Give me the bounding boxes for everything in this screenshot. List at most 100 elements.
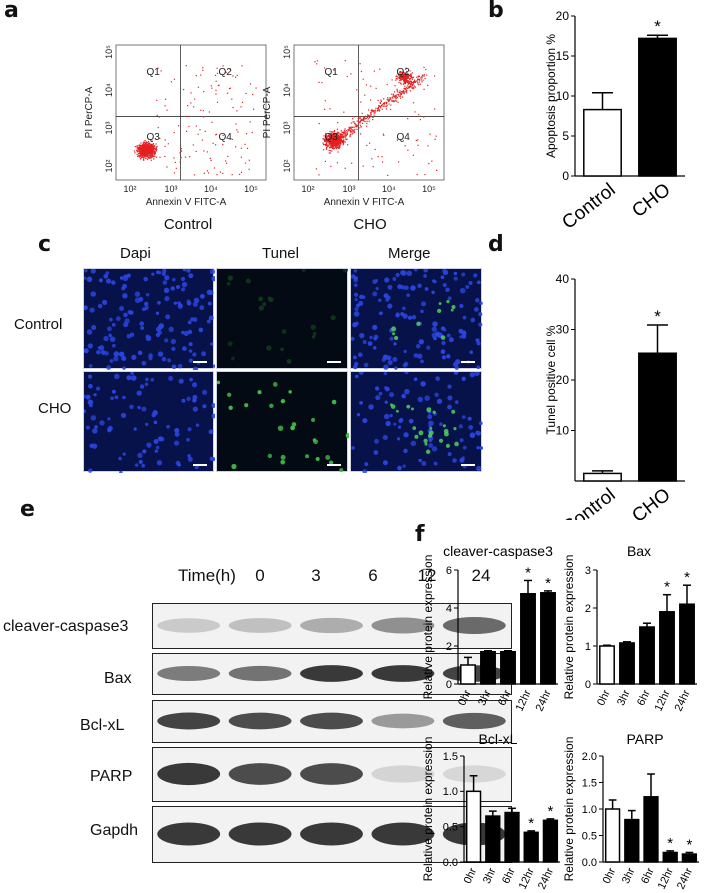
- category-label: 12hr: [517, 866, 537, 891]
- y-tick-label: 10: [556, 424, 570, 438]
- bar-3hr: [485, 815, 501, 863]
- significance-star: *: [528, 815, 534, 832]
- bar-0hr: [604, 808, 621, 863]
- bar-3hr: [619, 642, 635, 685]
- y-tick-label: 0.0: [582, 857, 597, 869]
- flow-frame: [115, 44, 267, 181]
- panel-label-f: f: [415, 522, 425, 547]
- blot-band: [371, 765, 435, 783]
- quadrant-label: Q2: [397, 67, 411, 78]
- bar-6hr: [500, 650, 516, 685]
- significance-star: *: [684, 569, 690, 586]
- time-6: 6: [368, 566, 378, 585]
- flow-x-tick: 10³: [164, 184, 177, 194]
- y-tick-label: 30: [556, 323, 570, 337]
- bar-12hr: [523, 831, 539, 863]
- row-label-control: Control: [14, 316, 63, 333]
- col-label-merge: Merge: [388, 245, 431, 262]
- blot-row-bclxl: [152, 700, 512, 743]
- y-tick-label: 0.5: [582, 830, 597, 842]
- blot-band: [300, 617, 363, 634]
- y-tick-label: 0.5: [443, 822, 458, 834]
- flow-plot-control-label: Control: [163, 216, 213, 233]
- category-label: 3hr: [481, 866, 499, 886]
- blot-band: [442, 765, 506, 783]
- bar-12hr: [659, 611, 675, 685]
- blot-label-parp: PARP: [90, 768, 133, 785]
- flow-x-tick: 10⁵: [422, 184, 436, 194]
- micrograph-merge-cho: [350, 369, 484, 474]
- blot-band: [157, 712, 221, 730]
- category-label: 6hr: [639, 866, 657, 886]
- bar-3hr: [480, 650, 496, 685]
- flow-events: [314, 60, 438, 176]
- scale-bar: [461, 361, 475, 363]
- y-axis-label: Relative protein expression: [421, 737, 435, 882]
- category-label: Control: [558, 179, 619, 233]
- time-24: 24: [471, 566, 491, 585]
- bar-control: [583, 472, 622, 482]
- blot-band: [300, 763, 363, 785]
- blot-band: [228, 665, 292, 682]
- significance-star: *: [525, 564, 531, 581]
- category-label: CHO: [628, 179, 674, 222]
- y-tick-label: 1.5: [443, 751, 458, 763]
- y-tick-label: 1.5: [582, 777, 597, 789]
- panel-label-c: c: [38, 232, 52, 257]
- y-tick-label: 3: [585, 565, 591, 577]
- blot-band: [157, 822, 221, 846]
- y-tick-label: 20: [556, 9, 570, 23]
- micrograph-dapi-control: [83, 268, 217, 372]
- chart-title: cleaver-caspase3: [443, 543, 553, 559]
- category-label: 0hr: [456, 688, 474, 708]
- quadrant-label: Q4: [397, 132, 411, 143]
- blot-band: [371, 822, 435, 846]
- chart-title: PARP: [626, 731, 663, 747]
- category-label: 24hr: [673, 688, 693, 713]
- col-label-dapi: Dapi: [120, 245, 151, 262]
- quadrant-label: Q1: [147, 67, 161, 78]
- flow-frame: [293, 44, 445, 181]
- flow-y-tick: 10⁵: [282, 45, 292, 59]
- flow-plot-cho-label: CHO: [353, 216, 387, 233]
- category-label: 12hr: [656, 866, 676, 891]
- blot-band: [371, 665, 435, 682]
- micrograph-dapi-cho: [82, 371, 217, 475]
- significance-star: *: [545, 575, 551, 592]
- y-tick-label: 5: [562, 129, 569, 143]
- category-label: 0hr: [595, 688, 613, 708]
- col-label-tunel: Tunel: [262, 245, 299, 262]
- y-tick-label: 0.0: [443, 857, 458, 869]
- y-axis-label: Tunel positive cell %: [544, 325, 558, 434]
- bar-cho: [638, 37, 677, 177]
- chart-f-bax: 0 1 2 3 Relative protein expression Bax 0hr 3hr…: [563, 543, 697, 713]
- bar-24hr: [679, 603, 695, 685]
- bar-6hr: [639, 626, 655, 685]
- significance-star: *: [654, 307, 661, 326]
- y-axis-label: Relative protein expression: [563, 555, 576, 700]
- flow-y-tick: 10²: [282, 159, 292, 172]
- flow-y-label: PI PerCP-A: [262, 86, 273, 138]
- significance-star: *: [654, 17, 661, 36]
- bar-0hr: [599, 645, 615, 685]
- y-tick-label: 0: [585, 679, 591, 691]
- bar-12hr: [520, 593, 536, 685]
- bar-cho: [638, 352, 677, 482]
- flow-x-tick: 10³: [342, 184, 355, 194]
- flow-x-tick: 10⁵: [244, 184, 258, 194]
- row-label-cho: CHO: [38, 400, 72, 417]
- bar-3hr: [624, 818, 640, 863]
- blot-label-bax: Bax: [104, 670, 132, 687]
- bar-0hr: [465, 790, 482, 863]
- blot-band: [228, 822, 292, 846]
- category-label: 24hr: [536, 866, 556, 891]
- flow-y-tick: 10³: [104, 121, 114, 134]
- micrograph-tunel-control: [216, 267, 349, 369]
- blot-band: [228, 618, 292, 633]
- blot-band: [157, 618, 221, 633]
- category-label: 12hr: [514, 688, 534, 713]
- chart-b: 0 5 10 15 20 Apoptosis proportion % Control * CH…: [544, 9, 685, 234]
- y-tick-label: 2: [446, 641, 452, 653]
- blot-band: [442, 712, 506, 730]
- flow-x-tick: 10²: [123, 184, 136, 194]
